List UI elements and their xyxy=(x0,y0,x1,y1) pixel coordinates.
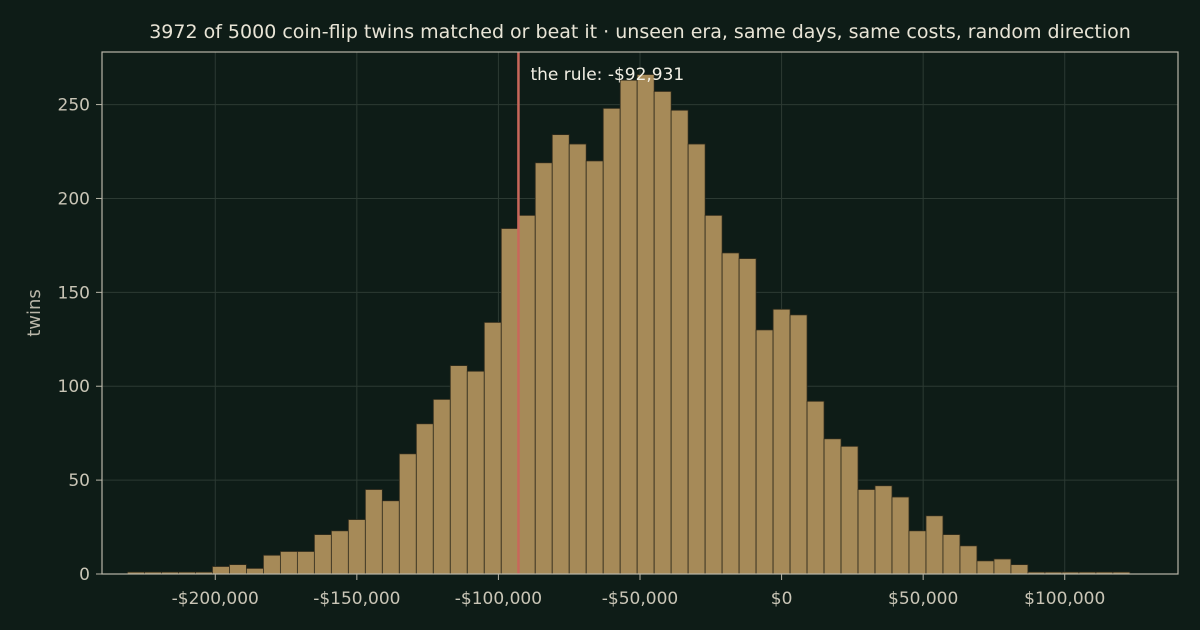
histogram-bar xyxy=(670,109,689,575)
x-tick-label: $50,000 xyxy=(888,589,958,609)
rule-marker-label: the rule: -$92,931 xyxy=(530,65,684,85)
histogram-bar xyxy=(483,321,502,575)
histogram-bar xyxy=(755,329,774,575)
histogram-bar xyxy=(602,107,621,575)
histogram-bar xyxy=(229,564,247,575)
histogram-bar xyxy=(908,530,927,575)
y-tick-label: 150 xyxy=(58,283,90,303)
histogram-bar xyxy=(500,228,519,575)
histogram-bar xyxy=(874,485,893,575)
histogram-bar xyxy=(687,143,706,575)
histogram-bar xyxy=(449,365,468,575)
y-tick-label: 200 xyxy=(58,189,90,209)
y-tick-label: 0 xyxy=(79,565,90,585)
histogram-bar xyxy=(636,74,655,575)
x-tick-label: $100,000 xyxy=(1024,589,1105,609)
histogram-bar xyxy=(891,496,910,575)
chart-title: 3972 of 5000 coin-flip twins matched or … xyxy=(149,21,1131,43)
histogram-bar xyxy=(585,160,604,575)
y-tick-label: 250 xyxy=(58,96,90,116)
histogram-bar xyxy=(942,534,961,575)
histogram-bar xyxy=(330,530,349,575)
x-axis-ticks: -$200,000 -$150,000 -$100,000 -$50,000 $0 $50… xyxy=(172,574,1105,609)
histogram-bar xyxy=(279,551,298,575)
histogram-bar xyxy=(857,489,876,575)
histogram-bar xyxy=(347,519,366,575)
x-tick-label: $0 xyxy=(771,589,793,609)
histogram-bar xyxy=(840,445,859,575)
histogram-bar xyxy=(653,91,672,575)
histogram-bar xyxy=(993,558,1012,575)
histogram-bar xyxy=(704,214,723,575)
x-tick-label: -$150,000 xyxy=(313,589,400,609)
histogram-bar xyxy=(959,545,978,575)
histogram-bar xyxy=(296,551,315,575)
histogram-bar xyxy=(721,252,740,575)
histogram-bar xyxy=(246,567,264,575)
histogram-bar xyxy=(823,438,842,575)
histogram-bar xyxy=(466,370,485,575)
histogram-bar xyxy=(381,500,400,575)
y-axis-label: twins xyxy=(24,289,45,337)
histogram-bar xyxy=(925,515,944,575)
rule-marker: the rule: -$92,931 xyxy=(517,52,684,574)
x-tick-label: -$100,000 xyxy=(455,589,542,609)
histogram-bar xyxy=(398,453,417,575)
y-tick-label: 100 xyxy=(58,377,90,397)
x-tick-label: -$50,000 xyxy=(602,589,678,609)
histogram-bar xyxy=(212,566,230,575)
histogram-bar xyxy=(738,258,757,575)
histogram-bar xyxy=(806,400,825,575)
histogram-bar xyxy=(517,214,536,575)
histogram-bar xyxy=(1010,564,1029,575)
histogram-bar xyxy=(772,308,791,575)
histogram-bar xyxy=(432,398,451,575)
y-tick-label: 50 xyxy=(68,471,90,491)
histogram-bar xyxy=(568,143,587,575)
histogram-bar xyxy=(415,423,434,575)
histogram-bar xyxy=(313,534,332,575)
histogram-bar xyxy=(534,162,553,575)
histogram-bar xyxy=(619,79,638,575)
histogram-bar xyxy=(551,134,570,575)
histogram-bar xyxy=(789,314,808,575)
histogram-bar xyxy=(262,554,281,575)
y-axis-ticks: 0 50 100 150 200 250 xyxy=(58,96,102,585)
x-tick-label: -$200,000 xyxy=(172,589,259,609)
histogram-bars xyxy=(127,74,1131,575)
histogram-bar xyxy=(976,560,995,575)
histogram-bar xyxy=(364,489,383,575)
